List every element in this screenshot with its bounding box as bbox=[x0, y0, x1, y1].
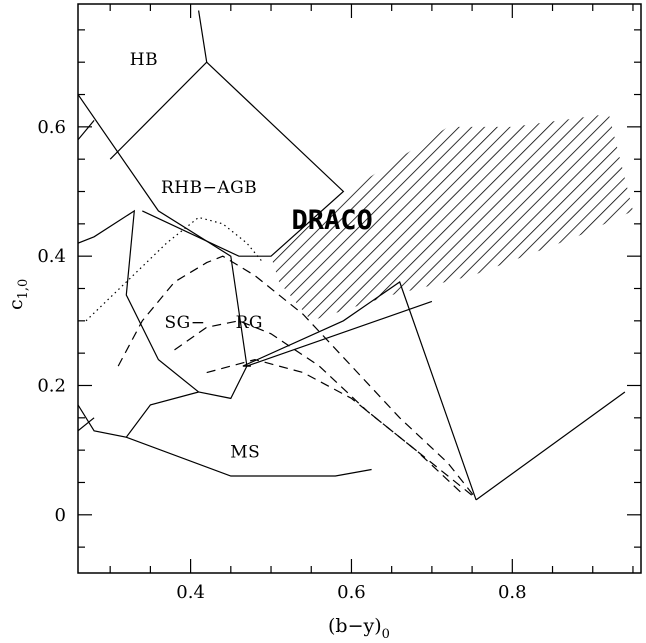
region-label-ms: MS bbox=[230, 442, 260, 462]
y-tick-label: 0.2 bbox=[37, 375, 66, 396]
plot-area bbox=[78, 10, 633, 501]
boundary-line-9 bbox=[475, 391, 626, 501]
y-axis-title: c1,0 bbox=[5, 279, 31, 310]
y-tick-label: 0.4 bbox=[37, 246, 66, 267]
boundary-line-1 bbox=[78, 120, 95, 141]
region-label-hb: HB bbox=[130, 50, 158, 70]
region-label-draco: DRACO bbox=[292, 205, 373, 236]
boundary-line-4 bbox=[78, 391, 199, 438]
x-tick-label: 0.4 bbox=[176, 582, 205, 603]
boundary-line-3 bbox=[78, 209, 248, 400]
axis-ticks bbox=[78, 4, 641, 573]
region-label-rhbagb: RHB−AGB bbox=[161, 178, 257, 198]
y-tick-label: 0.6 bbox=[37, 117, 66, 138]
x-axis-title: (b−y)0 bbox=[328, 615, 390, 642]
boundary-line-0 bbox=[78, 417, 95, 432]
y-tick-label: 0 bbox=[55, 505, 66, 526]
dotted-curve bbox=[85, 216, 264, 322]
region-label-sg: SG− bbox=[164, 313, 205, 333]
boundary-line-5 bbox=[126, 436, 372, 477]
boundary-line-2 bbox=[78, 94, 433, 367]
dashed-curve-2 bbox=[206, 358, 477, 500]
x-tick-label: 0.8 bbox=[498, 582, 527, 603]
dashed-curve-1 bbox=[174, 320, 465, 496]
boundary-line-8 bbox=[242, 281, 477, 501]
region-label-rg: RG bbox=[236, 313, 263, 333]
boundary-line-7 bbox=[142, 61, 345, 257]
boundary-line-6 bbox=[109, 10, 208, 160]
x-tick-label: 0.6 bbox=[337, 582, 366, 603]
draco-hatched-region bbox=[271, 113, 633, 321]
chart-labels: 0.4 0.6 0.8 0 0.2 0.4 0.6 HB RHB−AGB SG− RG MS DRACO bbox=[37, 50, 526, 603]
